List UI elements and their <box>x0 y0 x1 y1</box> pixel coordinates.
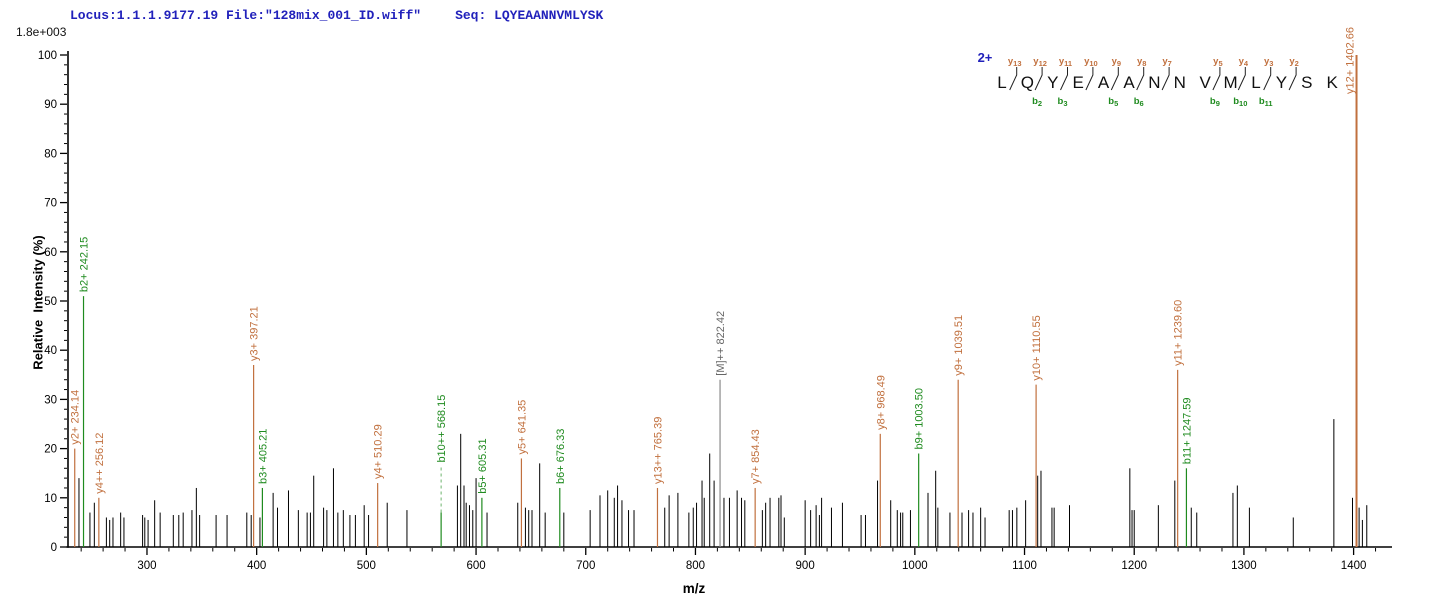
residue-letter: M <box>1224 73 1238 92</box>
peak-label: y11+ 1239.60 <box>1173 300 1185 366</box>
b-ion-label: b9 <box>1210 96 1220 108</box>
peak-label: [M]++ 822.42 <box>715 311 727 376</box>
svg-text:10: 10 <box>44 493 57 505</box>
peak-label: b9+ 1003.50 <box>914 388 926 449</box>
b-ion-label: b3 <box>1058 96 1068 108</box>
svg-text:100: 100 <box>38 50 57 62</box>
svg-text:70: 70 <box>44 198 57 210</box>
residue-letter: L <box>997 73 1006 92</box>
fragment-boundary-mark <box>1034 67 1043 91</box>
svg-text:600: 600 <box>466 560 485 572</box>
peak-label: y4++ 256.12 <box>94 433 106 494</box>
peak-label: y13++ 765.39 <box>652 417 664 484</box>
fragment-boundary-mark <box>1136 67 1145 91</box>
residue-letter: Y <box>1047 73 1058 92</box>
fragment-boundary-mark <box>1085 67 1094 91</box>
y-ion-label: y3 <box>1264 56 1273 68</box>
locus-file-label: Locus:1.1.1.9177.19 File:"128mix_001_ID.… <box>70 8 422 23</box>
intensity-scale-label: 1.8e+003 <box>16 25 67 39</box>
b-ion-label: b10 <box>1233 96 1247 108</box>
peak-label: y8+ 968.49 <box>875 375 887 430</box>
y-ion-label: y4 <box>1239 56 1249 68</box>
fragment-boundary-mark <box>1161 67 1170 91</box>
svg-text:20: 20 <box>44 444 57 456</box>
svg-text:40: 40 <box>44 345 57 357</box>
peak-label: y10+ 1110.55 <box>1031 315 1043 380</box>
fragment-boundary-mark <box>1263 67 1272 91</box>
fragment-boundary-mark <box>1237 67 1246 91</box>
y-ion-label: y7 <box>1162 56 1171 68</box>
svg-text:1300: 1300 <box>1231 560 1257 572</box>
unlabeled-peaks <box>67 419 1368 547</box>
b-ion-label: b11 <box>1259 96 1273 108</box>
b-ion-label: b2 <box>1032 96 1042 108</box>
residue-letter: Y <box>1276 73 1287 92</box>
precursor-charge-label: 2+ <box>978 50 993 65</box>
svg-text:500: 500 <box>357 560 376 572</box>
peak-label: y12+ 1402.66 <box>1345 27 1357 94</box>
peak-label: y2+ 234.14 <box>70 390 82 445</box>
fragment-boundary-mark <box>1288 67 1297 91</box>
residue-letter: E <box>1073 73 1084 92</box>
peak-label: b6+ 676.33 <box>555 429 567 484</box>
fragment-boundary-mark <box>1212 67 1221 91</box>
svg-text:700: 700 <box>576 560 595 572</box>
svg-text:400: 400 <box>247 560 266 572</box>
y-ion-label: y2 <box>1289 56 1298 68</box>
residue-letter: V <box>1200 73 1212 92</box>
labeled-peaks: y2+ 234.14 b2+ 242.15 y4++ 256.12 y3+ 397.2… <box>70 27 1358 547</box>
y-ion-label: y13 <box>1008 56 1022 68</box>
residue-letter: N <box>1174 73 1186 92</box>
residue-letter: S <box>1301 73 1312 92</box>
y-ion-label: y12 <box>1033 56 1047 68</box>
residue-letter: L <box>1251 73 1260 92</box>
peak-label: b3+ 405.21 <box>257 429 269 484</box>
residue-letter: A <box>1123 73 1135 92</box>
svg-text:0: 0 <box>51 542 57 554</box>
peak-label: y5+ 641.35 <box>516 400 528 455</box>
peak-label: b2+ 242.15 <box>79 237 91 292</box>
y-ion-label: y10 <box>1084 56 1098 68</box>
sequence-label: Seq: LQYEAANNVMLYSK <box>455 8 604 23</box>
svg-text:1100: 1100 <box>1012 560 1037 572</box>
fragment-boundary-mark <box>1110 67 1119 91</box>
svg-text:1200: 1200 <box>1121 560 1147 572</box>
svg-text:900: 900 <box>796 560 815 572</box>
residue-letter: Q <box>1021 73 1034 92</box>
y-ion-label: y9 <box>1112 56 1121 68</box>
svg-text:50: 50 <box>44 296 57 308</box>
b-ion-label: b6 <box>1134 96 1144 108</box>
header-line: Locus:1.1.1.9177.19 File:"128mix_001_ID.… <box>70 8 603 23</box>
y-ion-label: y8 <box>1137 56 1146 68</box>
peak-label: y4+ 510.29 <box>373 424 385 479</box>
svg-text:60: 60 <box>44 247 57 259</box>
residue-letter: A <box>1098 73 1110 92</box>
peak-label: b5+ 605.31 <box>477 438 489 493</box>
svg-text:90: 90 <box>44 99 57 111</box>
b-ion-label: b5 <box>1108 96 1118 108</box>
peak-label: y9+ 1039.51 <box>953 315 965 376</box>
svg-text:80: 80 <box>44 148 57 160</box>
svg-text:800: 800 <box>686 560 705 572</box>
svg-text:30: 30 <box>44 394 57 406</box>
svg-text:1400: 1400 <box>1341 560 1367 572</box>
x-axis-title: m/z <box>682 581 706 596</box>
peak-label: b10++ 568.15 <box>436 395 448 463</box>
y-ion-label: y5 <box>1213 56 1222 68</box>
fragment-boundary-mark <box>1009 67 1018 91</box>
peak-label: b11+ 1247.59 <box>1181 397 1193 464</box>
peak-label: y3+ 397.21 <box>249 306 261 361</box>
residue-letter: N <box>1148 73 1160 92</box>
peak-label: y7+ 854.43 <box>750 429 762 484</box>
svg-text:300: 300 <box>137 560 156 572</box>
y-ion-label: y11 <box>1059 56 1072 68</box>
fragment-boundary-mark <box>1060 67 1068 91</box>
residue-letter: K <box>1327 73 1339 92</box>
svg-text:1000: 1000 <box>902 560 928 572</box>
